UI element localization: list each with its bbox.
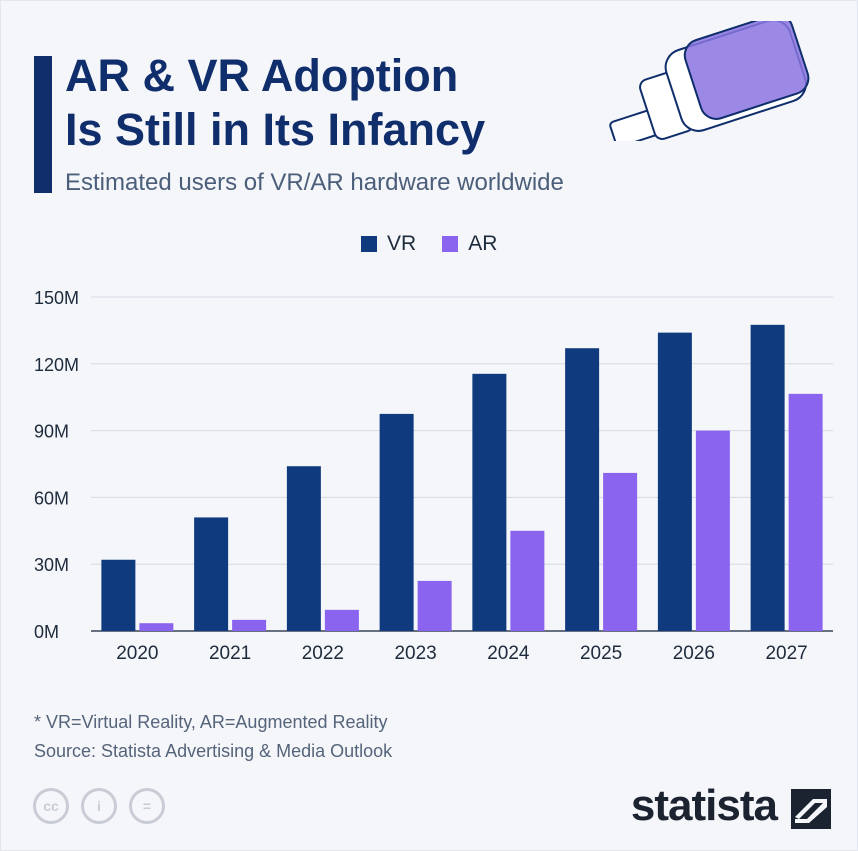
cc-icon[interactable]: cc <box>33 788 69 824</box>
x-tick-label: 2027 <box>765 643 807 664</box>
legend-label-ar: AR <box>468 232 498 255</box>
legend-swatch-ar <box>442 236 459 252</box>
y-tick-label: 150M <box>34 288 79 308</box>
bar-ar-2021 <box>232 619 267 631</box>
bar-ar-2027 <box>788 393 823 631</box>
chart-subtitle: Estimated users of VR/AR hardware worldw… <box>65 169 564 196</box>
bar-vr-2023 <box>379 413 414 631</box>
x-tick-label: 2021 <box>209 643 251 664</box>
title-line-1: AR & VR Adoption <box>65 50 459 101</box>
bar-ar-2020 <box>139 623 174 631</box>
y-tick-label: 120M <box>34 355 79 375</box>
x-tick-label: 2020 <box>116 643 158 664</box>
bar-vr-2025 <box>565 348 600 631</box>
bar-chart: 0M 30M 60M 90M 120M 150M 2020 2021 2022 2023 2024 2… <box>34 288 833 664</box>
bar-vr-2020 <box>101 559 136 631</box>
x-tick-label: 2023 <box>394 643 436 664</box>
x-tick-label: 2024 <box>487 643 530 664</box>
y-tick-label: 90M <box>34 422 69 442</box>
bar-vr-2024 <box>472 373 507 631</box>
bar-vr-2026 <box>657 332 692 631</box>
bar-vr-2027 <box>750 324 785 631</box>
legend-swatch-vr <box>361 236 377 252</box>
bar-ar-2022 <box>324 609 359 631</box>
y-tick-label: 30M <box>34 555 69 575</box>
x-tick-label: 2025 <box>580 643 622 664</box>
bar-vr-2021 <box>194 517 229 631</box>
legend-item-vr: VR <box>361 232 416 256</box>
license-icons: cc i = <box>33 788 165 824</box>
bar-vr-2022 <box>286 466 321 631</box>
x-tick-label: 2026 <box>673 643 715 664</box>
statista-logo-text[interactable]: statista <box>630 781 778 830</box>
statista-logo-icon[interactable] <box>791 789 831 829</box>
footnote-source: Source: Statista Advertising & Media Out… <box>34 741 393 761</box>
footnote: * VR=Virtual Reality, AR=Augmented Reali… <box>34 708 392 766</box>
bar-ar-2024 <box>510 530 545 631</box>
bar-ar-2025 <box>603 472 638 631</box>
bar-ar-2026 <box>695 430 730 631</box>
y-tick-label: 60M <box>34 488 69 508</box>
chart-title: AR & VR Adoption Is Still in Its Infancy <box>65 49 585 157</box>
vr-headset-icon <box>609 21 810 141</box>
footnote-note: * VR=Virtual Reality, AR=Augmented Reali… <box>34 712 388 732</box>
by-icon[interactable]: i <box>81 788 117 824</box>
title-accent-bar <box>34 56 52 193</box>
x-tick-label: 2022 <box>302 643 344 664</box>
bar-ar-2023 <box>417 580 452 631</box>
legend-item-ar: AR <box>442 232 497 256</box>
legend-label-vr: VR <box>387 232 417 255</box>
nd-icon[interactable]: = <box>129 788 165 824</box>
chart-legend: VR AR <box>361 232 497 256</box>
y-tick-label: 0M <box>34 622 59 642</box>
title-line-2: Is Still in Its Infancy <box>65 104 486 155</box>
